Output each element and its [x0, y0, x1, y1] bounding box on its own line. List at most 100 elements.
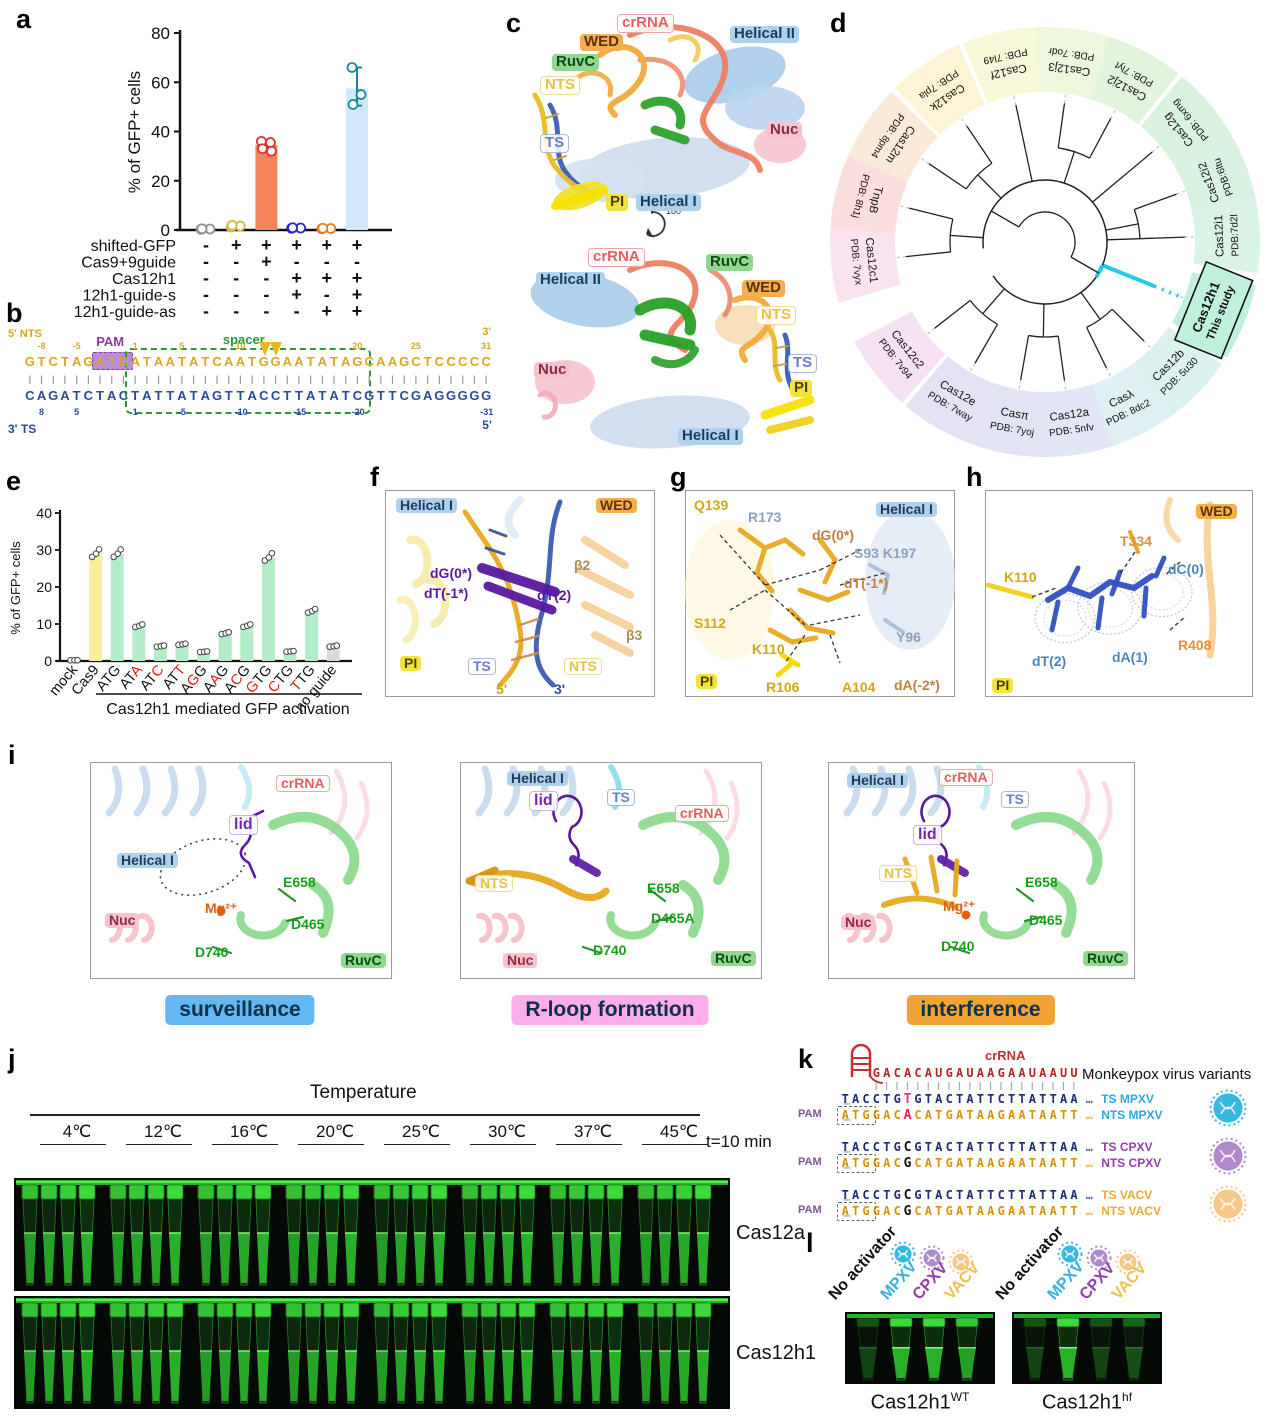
base: A: [935, 1092, 943, 1106]
base: G: [903, 1204, 912, 1219]
basepair-tick: |: [332, 374, 336, 384]
bar: [255, 145, 278, 230]
ellipsis-lead: …: [843, 1094, 851, 1108]
condition-sign: -: [203, 301, 209, 321]
pcr-tube: [373, 1302, 391, 1404]
base: G: [872, 1204, 880, 1218]
base: T: [1049, 1140, 1057, 1154]
bar: [132, 625, 146, 661]
base: T: [976, 1092, 984, 1106]
svg-text:40: 40: [151, 123, 170, 142]
pcr-tube: [109, 1184, 127, 1286]
temp-underline: [642, 1144, 708, 1145]
base: T: [935, 1204, 943, 1218]
temp-underline: [40, 1144, 106, 1145]
pcr-tube: [656, 1302, 674, 1404]
condition-sign: -: [233, 252, 239, 272]
condition-sign: +: [352, 235, 363, 255]
pcr-tube: [392, 1184, 410, 1286]
nts-base: C: [48, 354, 58, 369]
nts-base: G: [24, 354, 35, 369]
condition-sign: -: [263, 285, 269, 305]
leaf-pdb: PDB: 7vyx: [848, 238, 864, 286]
label--3: β3: [626, 627, 643, 643]
base: G: [872, 1156, 880, 1170]
base: T: [841, 1188, 849, 1202]
base: T: [883, 1188, 891, 1202]
basepair-tick: |: [367, 374, 371, 384]
ts-3prime-label: 3' TS: [8, 422, 37, 436]
pcr-tube: [499, 1184, 517, 1286]
state-art: [105, 764, 370, 955]
label--2: β2: [574, 557, 591, 573]
base: T: [924, 1188, 932, 1202]
label-q139: Q139: [694, 497, 729, 513]
base: T: [987, 1188, 995, 1202]
label-ruvc: RuvC: [706, 253, 754, 271]
pam-dashed-box: [837, 1154, 877, 1173]
base: T: [1070, 1108, 1078, 1122]
basepair-tick: |: [98, 374, 102, 384]
ts-position-number: -5: [177, 407, 186, 417]
ts-base: T: [166, 388, 175, 403]
nts-base: C: [411, 354, 421, 369]
tree-ring-sector: [1090, 37, 1179, 125]
base: A: [1007, 1156, 1016, 1170]
ts-position-number: 8: [39, 407, 45, 417]
pcr-tube: [889, 1317, 913, 1381]
ts-base: T: [131, 388, 140, 403]
nts-position-number: 20: [352, 341, 363, 351]
structure-art: 180°: [530, 24, 815, 449]
base: T: [1070, 1204, 1078, 1218]
label-a104: A104: [842, 679, 876, 695]
data-dot: [117, 546, 124, 553]
base: A: [976, 1204, 984, 1218]
pcr-tube: [392, 1302, 410, 1404]
pcr-tube: [518, 1184, 536, 1286]
base: T: [1018, 1140, 1026, 1154]
svg-text:10: 10: [36, 616, 52, 632]
basepair-tick: |: [309, 374, 312, 384]
pcr-tube: [955, 1317, 979, 1381]
svg-text:0: 0: [161, 221, 170, 240]
svg-text:% of GFP+ cells: % of GFP+ cells: [125, 71, 144, 193]
base: A: [1059, 1092, 1068, 1106]
label-ruvc: RuvC: [1083, 950, 1128, 967]
basepair-tick: |: [168, 374, 172, 384]
pcr-tube: [461, 1184, 479, 1286]
alignment-art: [850, 1043, 1247, 1223]
nts-base: A: [235, 354, 246, 369]
crrna-base: U: [935, 1066, 943, 1080]
label-dg-0-: dG(0*): [430, 565, 472, 581]
basepair-tick: |: [438, 374, 441, 384]
ts-base: G: [445, 388, 457, 403]
ts-variant-label: TS VACV: [1101, 1188, 1153, 1202]
panel-i-states: crRNA lid Helical I Nuc Mg²⁺ E658 D465 D740 RuvC…: [0, 740, 1269, 1040]
base: T: [1007, 1188, 1016, 1202]
nts-base: A: [294, 354, 304, 369]
nts-row-0: … A T G G A C A C A T G A T A A G A A T A A T T…: [837, 1106, 1095, 1126]
ellipsis-trail: …: [1085, 1156, 1093, 1170]
leaf-name: Cas12c1: [863, 237, 880, 283]
base: T: [987, 1140, 995, 1154]
condition-sign: -: [203, 235, 209, 255]
crrna-base: C: [914, 1066, 922, 1080]
crrna-base: A: [1007, 1066, 1016, 1080]
ts-base: A: [422, 388, 433, 403]
nts-base: A: [95, 354, 105, 369]
basepair-tick: |: [157, 374, 160, 384]
base: C: [997, 1188, 1005, 1202]
bar: [218, 633, 232, 661]
ts-position-number: -31: [480, 407, 494, 417]
panel-letter-l: l: [806, 1228, 814, 1258]
condition-sign: +: [291, 285, 302, 305]
data-dot: [139, 621, 146, 628]
base: T: [1039, 1092, 1047, 1106]
base: G: [945, 1156, 953, 1170]
nts-base: T: [107, 354, 116, 369]
data-dot: [226, 219, 238, 231]
base: A: [966, 1188, 974, 1202]
tree-ring-sector: [905, 356, 995, 445]
panel-letter-c: c: [506, 8, 522, 38]
temp-label: 30℃: [487, 1122, 526, 1141]
